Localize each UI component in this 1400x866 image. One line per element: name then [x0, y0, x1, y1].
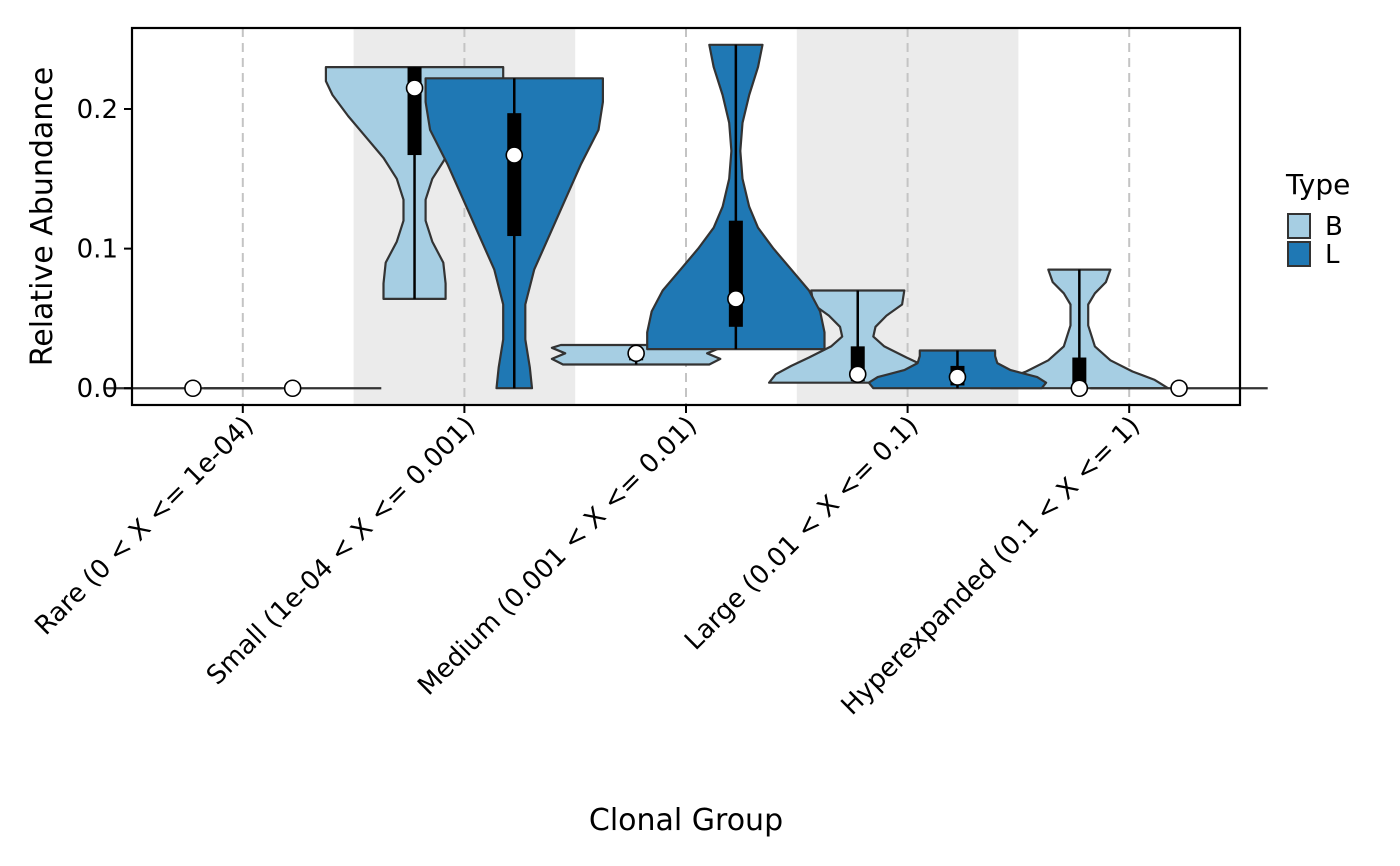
x-tick-label: Rare (0 < X <= 1e-04) [29, 411, 259, 641]
y-tick-label: 0.0 [77, 374, 118, 404]
x-axis-title: Clonal Group [589, 803, 783, 838]
y-axis-title: Relative Abundance [25, 67, 60, 367]
legend-key-b [1287, 213, 1311, 239]
boxplots [184, 44, 1188, 398]
x-tick-label: Small (1e-04 < X <= 0.001) [201, 411, 481, 691]
median-point [505, 146, 524, 164]
y-axis: 0.0 0.1 0.2 [77, 95, 132, 404]
y-tick-label: 0.2 [77, 95, 118, 125]
legend-title: Type [1285, 168, 1350, 201]
legend: Type BL [1285, 168, 1350, 270]
median-point [848, 365, 867, 384]
legend-label-l: L [1325, 240, 1340, 270]
median-point [405, 79, 424, 97]
legend-key-l [1287, 241, 1311, 267]
y-tick-label: 0.1 [77, 235, 118, 265]
median-point [948, 368, 967, 386]
median-point [1070, 379, 1089, 398]
iqr-box [728, 220, 743, 327]
legend-label-b: B [1325, 212, 1343, 242]
median-point [184, 379, 202, 398]
median-point [627, 344, 645, 363]
x-tick-label: Large (0.01 < X <= 0.1) [679, 411, 924, 656]
median-point [727, 290, 745, 308]
iqr-box [507, 113, 522, 237]
median-point [1170, 379, 1188, 398]
median-point [283, 379, 302, 398]
x-axis: Rare (0 < X <= 1e-04)Small (1e-04 < X <=… [29, 405, 1146, 721]
